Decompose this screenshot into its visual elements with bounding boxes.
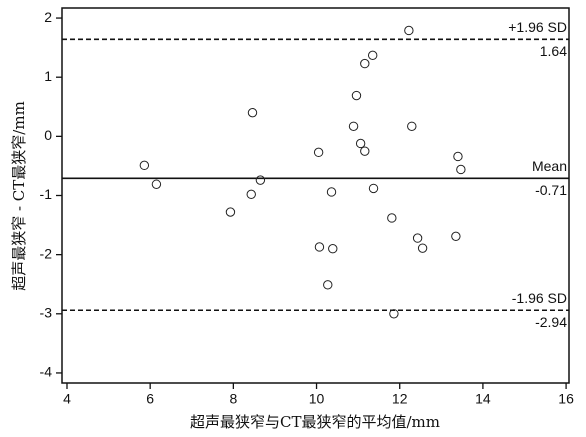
x-tick-label: 8 bbox=[229, 391, 237, 407]
reference-name: Mean bbox=[532, 158, 567, 174]
reference-value: 1.64 bbox=[540, 43, 567, 59]
reference-name: -1.96 SD bbox=[512, 290, 567, 306]
data-point bbox=[456, 164, 466, 175]
y-tick-label: -2 bbox=[40, 245, 53, 261]
data-point bbox=[407, 121, 417, 131]
data-point bbox=[404, 25, 414, 36]
data-point bbox=[225, 207, 236, 217]
reference-name: +1.96 SD bbox=[508, 19, 567, 35]
x-tick-label: 16 bbox=[558, 391, 574, 407]
data-point bbox=[151, 179, 162, 189]
reference-value: -2.94 bbox=[535, 314, 567, 330]
reference-value: -0.71 bbox=[535, 182, 567, 198]
data-point bbox=[417, 243, 428, 253]
x-tick-label: 14 bbox=[475, 391, 491, 407]
y-tick-label: -3 bbox=[40, 304, 53, 320]
data-point bbox=[328, 244, 338, 254]
data-point bbox=[351, 90, 362, 101]
data-point bbox=[348, 121, 359, 131]
data-point bbox=[313, 147, 324, 158]
y-tick-label: 0 bbox=[44, 127, 52, 143]
data-point bbox=[314, 242, 325, 252]
x-tick-label: 10 bbox=[309, 391, 325, 407]
data-point bbox=[355, 138, 366, 149]
data-point bbox=[326, 187, 337, 197]
data-point bbox=[139, 160, 150, 171]
data-point bbox=[323, 280, 333, 290]
data-point bbox=[360, 146, 370, 156]
x-tick-label: 4 bbox=[63, 391, 71, 407]
x-tick-label: 12 bbox=[392, 391, 408, 407]
data-point bbox=[246, 189, 256, 200]
y-tick-label: -1 bbox=[40, 186, 53, 202]
data-point bbox=[255, 175, 266, 185]
data-point bbox=[453, 151, 463, 162]
y-tick-label: -4 bbox=[40, 364, 53, 380]
y-axis-label: 超声最狭窄 - CT最狭窄/mm bbox=[10, 101, 28, 291]
data-point bbox=[247, 107, 258, 118]
plot-frame bbox=[61, 7, 570, 384]
x-axis-label: 超声最狭窄与CT最狭窄的平均值/mm bbox=[190, 413, 440, 431]
data-point bbox=[360, 58, 370, 69]
data-point bbox=[387, 213, 397, 223]
y-tick-label: 1 bbox=[44, 68, 52, 84]
x-tick-label: 6 bbox=[146, 391, 154, 407]
data-point bbox=[389, 309, 399, 319]
y-tick-label: 2 bbox=[44, 9, 52, 25]
data-point bbox=[367, 50, 378, 61]
data-point bbox=[412, 233, 423, 243]
data-point bbox=[451, 231, 461, 242]
data-point bbox=[368, 183, 379, 194]
